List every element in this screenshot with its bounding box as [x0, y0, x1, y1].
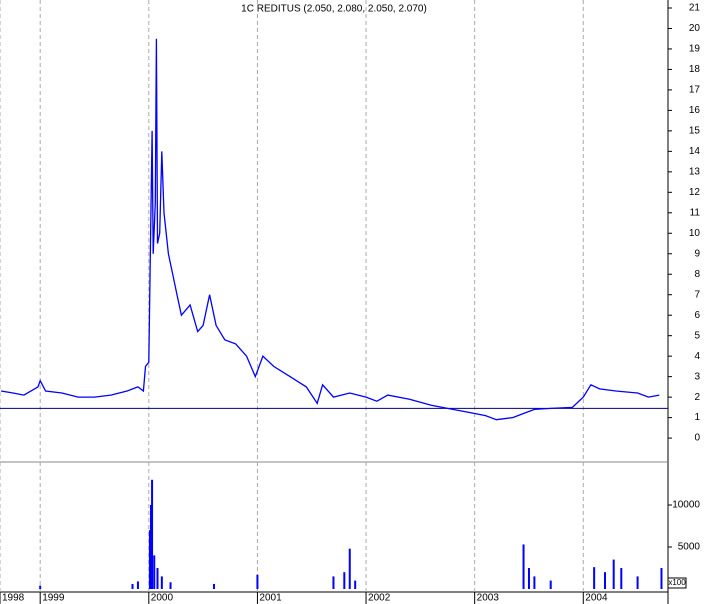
x-tick-label: 2000 [151, 593, 174, 604]
volume-bar [160, 576, 163, 589]
y-tick-label: 10 [689, 228, 701, 239]
y-tick-label: 4 [694, 351, 700, 362]
x-tick-label: 2001 [259, 593, 282, 604]
x-tick-label: 1998 [2, 593, 25, 604]
y-tick-label: 15 [689, 126, 701, 137]
y-tick-label: 11 [690, 207, 701, 218]
y-tick-label: 13 [689, 166, 701, 177]
y-tick-label: 1 [694, 412, 700, 423]
y-tick-label: 5 [694, 330, 700, 341]
x-tick-label: 1999 [42, 593, 65, 604]
y-tick-label: 7 [694, 289, 700, 300]
y-tick-label: 9 [694, 248, 700, 259]
y-tick-label: 6 [694, 310, 700, 321]
y-tick-label: 5000 [678, 542, 701, 553]
y-tick-label: 19 [689, 44, 701, 55]
volume-bar [136, 581, 139, 589]
volume-bar [593, 567, 596, 589]
volume-bar [256, 574, 259, 589]
y-tick-label: 12 [689, 187, 701, 198]
volume-bar [343, 572, 346, 589]
volume-bar [332, 576, 335, 589]
y-tick-label: 0 [694, 433, 700, 444]
unit-label: x100 [668, 578, 686, 587]
volume-bar [533, 576, 536, 589]
price-line [0, 38, 660, 421]
y-tick-label: 10000 [672, 500, 700, 511]
y-tick-label: 14 [689, 146, 701, 157]
volume-bar [39, 585, 42, 589]
volume-bar [156, 567, 159, 589]
volume-bar [522, 544, 525, 589]
volume-bar [153, 555, 156, 589]
volume-bar [169, 582, 172, 589]
y-tick-label: 2 [694, 392, 700, 403]
y-tick-label: 17 [689, 85, 701, 96]
x-tick-label: 2003 [477, 593, 500, 604]
volume-bar [354, 580, 357, 589]
volume-bar [212, 583, 215, 589]
volume-bar [149, 504, 152, 589]
y-tick-label: 18 [689, 64, 701, 75]
unit-box [667, 577, 687, 589]
volume-bar [148, 530, 151, 589]
volume-bar [131, 583, 134, 589]
volume-bar [604, 572, 607, 589]
y-tick-label: 3 [694, 371, 700, 382]
volume-bar [636, 576, 639, 589]
x-tick-label: 2004 [585, 593, 608, 604]
volume-bar [612, 559, 615, 589]
chart-title: 1C REDITUS (2.050, 2.080, 2.050, 2.070) [241, 4, 427, 15]
volume-bar [348, 548, 351, 589]
y-tick-label: 21 [689, 3, 701, 14]
x-tick-label: 2002 [368, 593, 391, 604]
volume-bar [620, 567, 623, 589]
volume-bar [527, 567, 530, 589]
y-tick-label: 20 [689, 23, 701, 34]
volume-bar [151, 479, 154, 589]
y-tick-label: 8 [694, 269, 700, 280]
volume-bar [549, 580, 552, 589]
y-tick-label: 16 [689, 105, 701, 116]
volume-bar [660, 567, 663, 589]
